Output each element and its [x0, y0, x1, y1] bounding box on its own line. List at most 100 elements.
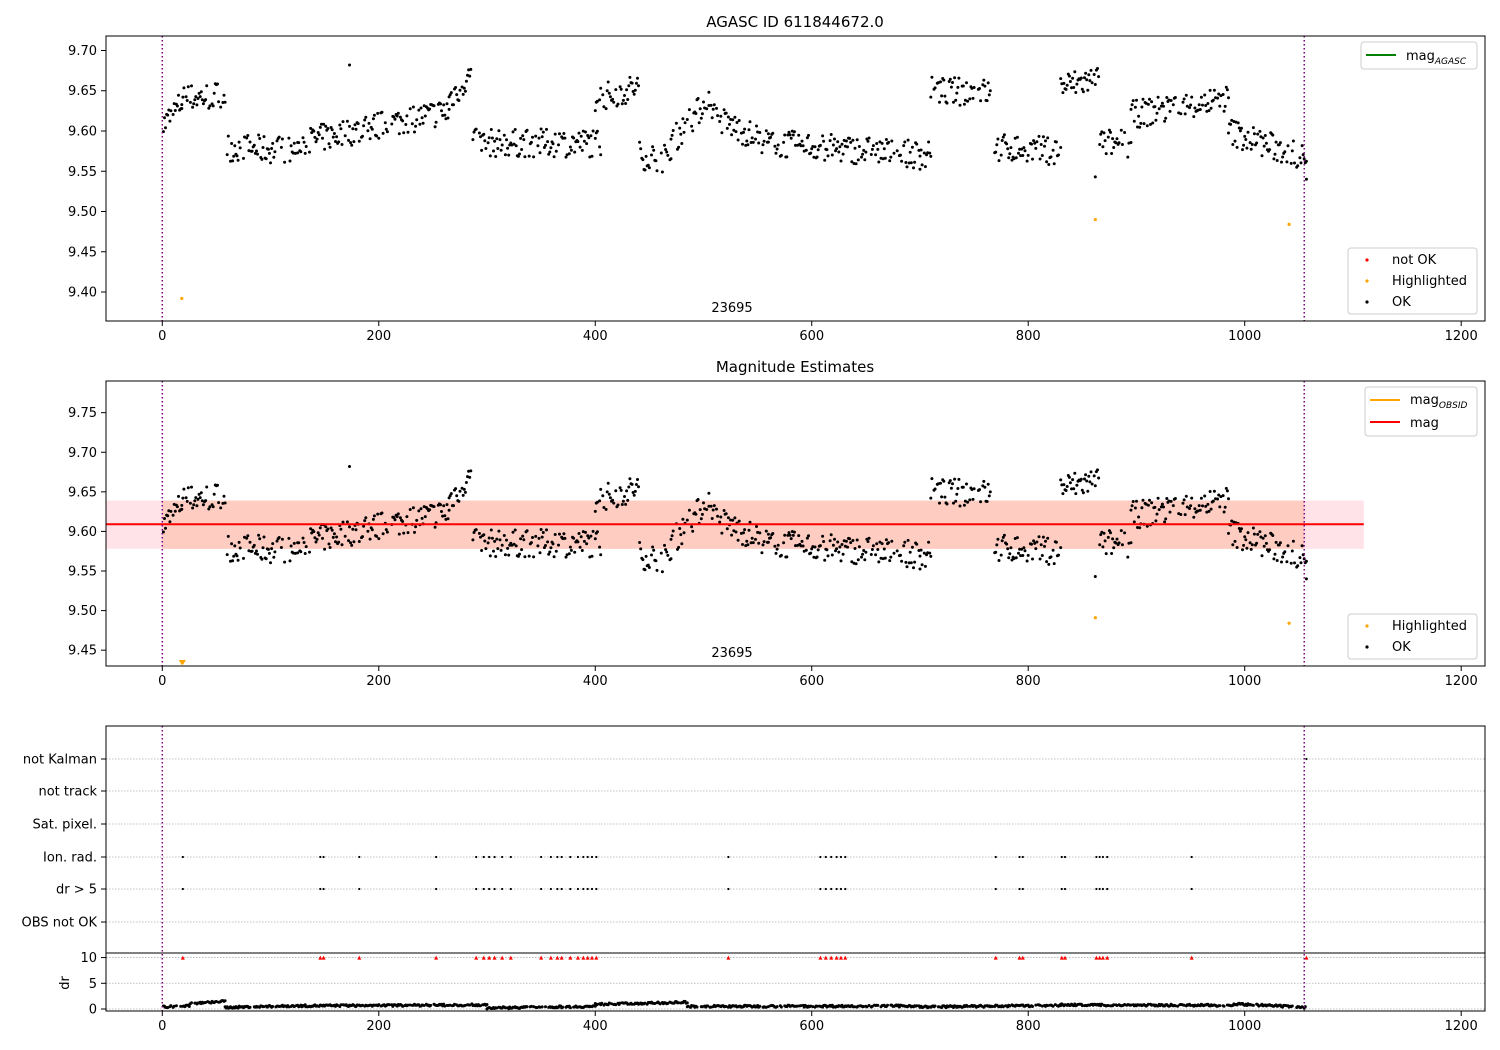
ok-point	[987, 494, 991, 498]
ok-point	[860, 155, 863, 159]
ok-point	[608, 95, 612, 99]
ok-point	[321, 536, 324, 540]
ok-point	[423, 114, 427, 118]
ok-point	[267, 151, 271, 155]
ok-point	[296, 551, 300, 555]
ok-point	[892, 551, 896, 555]
dr-exceed-marker	[492, 955, 497, 960]
ok-point	[1070, 86, 1073, 90]
ok-point	[277, 536, 281, 539]
ok-point	[1189, 504, 1193, 508]
ok-point	[1197, 504, 1201, 508]
ok-point	[1281, 155, 1285, 159]
ok-point	[341, 520, 345, 524]
ok-point	[614, 489, 618, 493]
ok-point	[620, 503, 624, 506]
ok-point	[853, 547, 857, 550]
ok-point	[238, 146, 242, 150]
ok-point	[521, 134, 525, 138]
dr-point	[686, 1004, 690, 1008]
ok-point	[616, 503, 620, 507]
ok-point	[623, 495, 626, 498]
ok-point	[1300, 544, 1304, 548]
ok-point	[494, 155, 498, 158]
ok-point	[773, 544, 777, 548]
ok-point	[493, 539, 497, 543]
dr-point	[1222, 1004, 1226, 1008]
ok-point	[308, 150, 311, 154]
ok-point	[280, 537, 284, 541]
ok-point	[1250, 143, 1254, 146]
ok-point	[420, 116, 424, 120]
ok-point	[748, 120, 752, 124]
ok-point	[608, 496, 612, 500]
ok-point	[687, 508, 691, 512]
ok-point	[1302, 157, 1306, 161]
ok-point	[625, 88, 629, 92]
ok-point	[804, 148, 808, 152]
ok-point	[445, 503, 449, 507]
ok-point	[1070, 487, 1073, 491]
ok-point	[951, 81, 954, 84]
ok-point	[577, 131, 581, 135]
ok-point	[719, 114, 723, 118]
ok-point	[1057, 153, 1060, 157]
ok-point	[258, 137, 262, 140]
ok-point	[619, 488, 623, 492]
agasc-panel-title: AGASC ID 611844672.0	[706, 13, 884, 31]
ok-point	[683, 121, 687, 125]
ok-point	[835, 547, 839, 551]
ok-point	[682, 531, 686, 535]
ok-point	[195, 103, 199, 107]
ok-point	[545, 127, 548, 131]
ok-point	[477, 131, 481, 135]
ok-point	[1073, 70, 1077, 74]
ok-point	[626, 98, 630, 101]
flag-point	[1060, 855, 1063, 859]
ok-point	[271, 141, 275, 145]
ok-point	[616, 102, 620, 106]
ok-point	[1136, 125, 1139, 129]
ok-point	[519, 537, 523, 541]
ok-point	[1259, 135, 1263, 139]
ok-point	[522, 538, 526, 542]
ok-point	[434, 120, 438, 124]
ok-point	[621, 499, 625, 503]
ok-point	[764, 129, 768, 133]
ok-point	[840, 142, 844, 146]
ok-point	[1296, 564, 1300, 568]
dr-exceed-marker	[555, 955, 560, 960]
ok-point	[915, 542, 919, 546]
ok-point	[540, 535, 544, 539]
legend-mag-obsid: magOBSID	[1410, 393, 1468, 411]
ok-point	[538, 151, 542, 155]
ok-point	[366, 529, 370, 533]
flag-point	[493, 855, 496, 859]
ok-point	[813, 545, 817, 549]
ok-point	[709, 103, 713, 107]
ok-point	[585, 142, 589, 146]
ok-point	[1260, 554, 1264, 558]
ok-point	[849, 140, 853, 144]
ok-point	[163, 517, 166, 520]
ok-point	[255, 549, 258, 553]
ok-point	[357, 540, 361, 543]
ok-point	[534, 534, 538, 538]
ok-point	[1020, 547, 1024, 551]
ok-point	[1062, 483, 1066, 487]
ok-point	[370, 127, 374, 131]
dr-exceed-marker	[590, 955, 595, 960]
ok-point	[404, 123, 408, 126]
ok-point	[965, 81, 968, 85]
ok-point	[538, 551, 542, 555]
ok-point	[855, 138, 859, 142]
ok-point	[557, 543, 560, 547]
ok-point	[1227, 497, 1230, 501]
ok-point	[988, 490, 992, 494]
ok-point	[674, 121, 678, 125]
ok-point	[1304, 577, 1308, 581]
ok-point	[255, 149, 258, 153]
ok-point	[233, 144, 237, 148]
ok-point	[327, 542, 331, 546]
ok-point	[191, 506, 195, 510]
